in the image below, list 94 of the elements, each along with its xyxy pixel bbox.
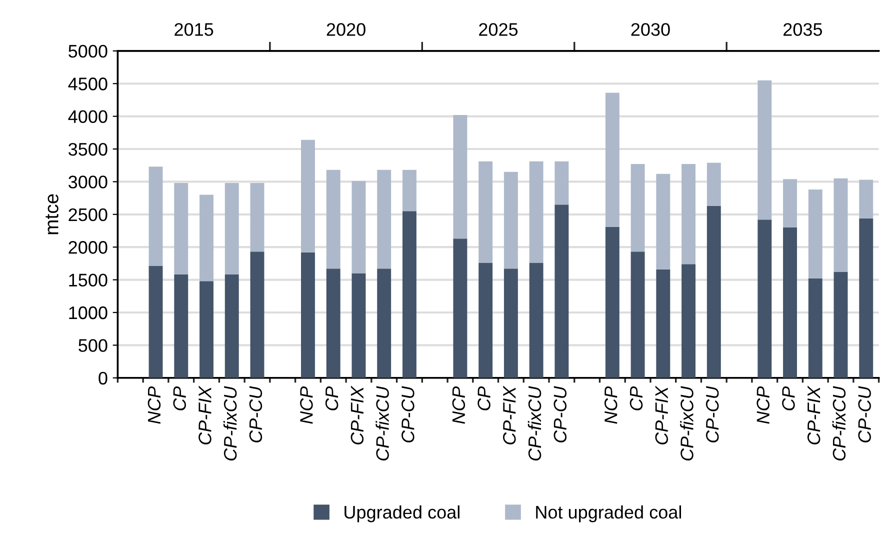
bar bbox=[301, 252, 315, 378]
x-tick-label: CP bbox=[782, 386, 795, 410]
x-tick-label: CP bbox=[478, 386, 490, 410]
bar bbox=[478, 262, 493, 378]
bar bbox=[630, 252, 645, 378]
bar bbox=[529, 262, 544, 378]
bar bbox=[758, 220, 772, 378]
bar bbox=[605, 92, 620, 227]
bar bbox=[808, 190, 822, 278]
bar bbox=[758, 80, 772, 220]
y-tick-label: 4000 bbox=[68, 110, 108, 124]
bar bbox=[656, 174, 670, 270]
bar bbox=[834, 272, 848, 378]
bar bbox=[224, 183, 239, 275]
x-tick-label: CP bbox=[173, 386, 186, 410]
x-tick-label: CP-fixCU bbox=[223, 386, 237, 460]
x-tick-label: CP-FIX bbox=[503, 386, 516, 444]
text: 2035 bbox=[784, 23, 822, 36]
bar bbox=[326, 170, 340, 269]
x-tick-label: CP-fixCU bbox=[376, 386, 389, 460]
bar bbox=[250, 252, 264, 378]
y-tick-label: 0 bbox=[98, 372, 108, 385]
bar bbox=[200, 281, 214, 378]
bar bbox=[859, 218, 874, 378]
bar bbox=[402, 211, 416, 378]
bar bbox=[504, 172, 518, 269]
bar bbox=[859, 180, 874, 218]
bar bbox=[377, 268, 392, 378]
bar bbox=[250, 183, 264, 252]
x-tick-label: CP-CU bbox=[249, 386, 262, 442]
x-tick-label: CP-FIX bbox=[198, 386, 212, 444]
bar bbox=[605, 226, 620, 378]
bar bbox=[224, 274, 239, 378]
bar bbox=[808, 278, 822, 378]
bar bbox=[783, 227, 797, 378]
bar bbox=[706, 206, 721, 378]
x-tick-label: NCP bbox=[300, 386, 313, 424]
bar bbox=[504, 268, 518, 378]
y-axis-title: mtce bbox=[46, 194, 58, 234]
legend-label: Upgraded coal bbox=[344, 505, 460, 522]
text: 2025 bbox=[479, 23, 518, 36]
bar bbox=[554, 161, 569, 205]
bar bbox=[656, 269, 670, 378]
bar bbox=[148, 166, 163, 266]
bar bbox=[402, 170, 416, 212]
x-tick-label: NCP bbox=[452, 386, 466, 424]
y-tick-label: 2500 bbox=[68, 208, 108, 222]
bar bbox=[352, 181, 366, 274]
bar bbox=[529, 161, 544, 263]
text: 2030 bbox=[631, 23, 670, 36]
y-tick-label: 3500 bbox=[68, 142, 108, 156]
legend-label: Not upgraded coal bbox=[536, 505, 682, 522]
bar bbox=[453, 238, 468, 378]
x-tick-label: NCP bbox=[148, 386, 161, 424]
y-tick-label: 5000 bbox=[68, 44, 108, 58]
bar bbox=[352, 273, 366, 378]
bar bbox=[301, 140, 315, 252]
text: 2015 bbox=[174, 23, 214, 36]
y-tick-label: 1500 bbox=[69, 274, 108, 287]
bar bbox=[377, 170, 392, 269]
bar bbox=[834, 178, 848, 272]
bar bbox=[174, 183, 188, 275]
bar bbox=[478, 161, 493, 263]
y-tick-label: 2000 bbox=[68, 241, 108, 254]
bar bbox=[326, 268, 340, 378]
x-tick-label: CP-FIX bbox=[807, 386, 820, 444]
bar bbox=[682, 164, 696, 264]
x-tick-label: CP-fixCU bbox=[680, 386, 694, 460]
x-tick-label: CP-fixCU bbox=[832, 386, 846, 460]
text: 2020 bbox=[326, 23, 366, 36]
x-tick-label: CP-fixCU bbox=[528, 386, 542, 460]
y-tick-label: 1000 bbox=[69, 306, 108, 320]
y-tick-label: 500 bbox=[78, 339, 108, 352]
bar bbox=[554, 204, 569, 378]
bar bbox=[783, 179, 797, 228]
x-tick-label: CP-CU bbox=[554, 386, 567, 442]
bar bbox=[453, 115, 468, 239]
x-tick-label: CP-FIX bbox=[350, 386, 364, 444]
x-tick-label: CP bbox=[325, 386, 338, 410]
x-tick-label: CP-CU bbox=[858, 386, 871, 442]
bar bbox=[200, 194, 214, 282]
y-tick-label: 3000 bbox=[68, 176, 108, 188]
x-tick-label: CP-CU bbox=[402, 386, 414, 442]
x-tick-label: CP-CU bbox=[706, 386, 719, 442]
x-tick-label: NCP bbox=[756, 386, 770, 424]
bar bbox=[148, 266, 163, 378]
bar bbox=[706, 162, 721, 206]
x-tick-label: CP-FIX bbox=[655, 386, 668, 444]
bar bbox=[682, 264, 696, 378]
x-tick-label: NCP bbox=[604, 386, 618, 424]
bar bbox=[630, 164, 645, 252]
y-tick-label: 4500 bbox=[68, 78, 108, 90]
bar bbox=[174, 274, 188, 378]
x-tick-label: CP bbox=[630, 386, 643, 410]
